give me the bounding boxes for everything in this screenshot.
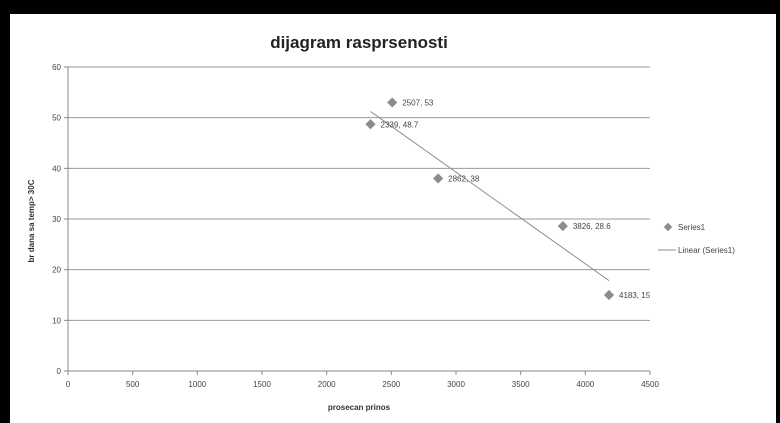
data-point-3: [433, 173, 444, 184]
x-tick-label-3500: 3500: [512, 380, 530, 389]
tick-labels: 0 10 20 30 40 50 60 0 500 1000 1500 2000 2500 3000 350…: [52, 63, 659, 389]
data-label-5: 4183, 15: [619, 291, 651, 300]
data-point-2: [387, 97, 398, 108]
x-tick-label-1500: 1500: [253, 380, 271, 389]
legend: Series1 Linear (Series1): [658, 222, 735, 255]
x-tick-label-0: 0: [66, 380, 71, 389]
data-label-1: 2339, 48.7: [381, 120, 419, 129]
legend-item-trendline: Linear (Series1): [658, 246, 735, 255]
y-tick-label-30: 30: [52, 215, 61, 224]
data-label-3: 2862, 38: [448, 174, 480, 183]
x-tick-label-2000: 2000: [318, 380, 336, 389]
y-tick-label-50: 50: [52, 114, 61, 123]
x-tick-label-4000: 4000: [576, 380, 594, 389]
data-label-2: 2507, 53: [402, 98, 434, 107]
data-label-4: 3826, 28.6: [573, 222, 611, 231]
y-tick-label-20: 20: [52, 266, 61, 275]
legend-label-series1: Series1: [678, 223, 706, 232]
x-tick-label-1000: 1000: [188, 380, 206, 389]
x-tick-label-3000: 3000: [447, 380, 465, 389]
legend-item-series1: Series1: [663, 222, 706, 232]
y-axis-label: br dana sa temp> 30C: [27, 179, 36, 262]
axes: [64, 66, 651, 375]
data-point-5: [603, 289, 615, 301]
legend-label-trendline: Linear (Series1): [678, 246, 735, 255]
chart-area: dijagram rasprsenosti 0 10 20 30 40 50 60 0 500 1…: [10, 14, 776, 423]
gridlines: [68, 66, 650, 321]
trendline-layer: [370, 111, 610, 282]
data-labels: 2339, 48.7 2507, 53 2862, 38 3826, 28.6 4183…: [381, 98, 651, 300]
y-tick-label-10: 10: [52, 316, 61, 325]
x-tick-label-4500: 4500: [641, 380, 659, 389]
legend-marker-diamond: [663, 222, 673, 232]
y-tick-label-0: 0: [57, 367, 62, 376]
y-tick-label-40: 40: [52, 164, 61, 173]
trendline: [370, 111, 610, 282]
scatter-chart: dijagram rasprsenosti 0 10 20 30 40 50 60 0 500 1…: [27, 33, 735, 412]
data-point-1: [365, 119, 376, 130]
data-point-4: [557, 221, 568, 232]
y-tick-label-60: 60: [52, 63, 61, 72]
x-axis-label: prosecan prinos: [328, 403, 391, 412]
x-tick-label-500: 500: [126, 380, 140, 389]
x-tick-label-2500: 2500: [382, 380, 400, 389]
chart-title: dijagram rasprsenosti: [270, 33, 448, 52]
